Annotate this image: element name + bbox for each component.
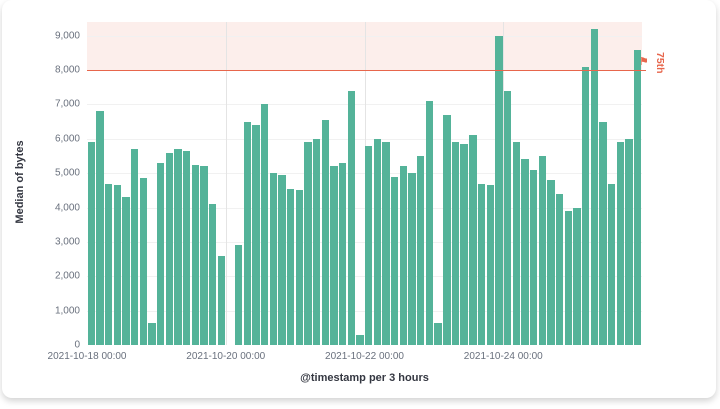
bar[interactable]	[209, 204, 217, 345]
bar[interactable]	[555, 193, 564, 345]
plot-area	[87, 22, 646, 345]
y-tick-label: 4,000	[54, 202, 80, 214]
bar[interactable]	[382, 142, 390, 345]
bar[interactable]	[477, 183, 486, 345]
bar[interactable]	[607, 183, 616, 345]
bar[interactable]	[616, 142, 624, 345]
threshold-line	[87, 70, 646, 72]
x-tick-label: 2021-10-20 00:00	[186, 351, 266, 362]
bar[interactable]	[130, 149, 139, 345]
bar[interactable]	[417, 156, 425, 345]
bar[interactable]	[217, 255, 226, 345]
bar[interactable]	[269, 173, 278, 345]
x-tick-label: 2021-10-24 00:00	[463, 351, 543, 362]
bar[interactable]	[547, 180, 555, 345]
y-tick-label: 8,000	[54, 64, 80, 76]
bar[interactable]	[365, 145, 373, 345]
bar[interactable]	[330, 166, 338, 345]
bar[interactable]	[469, 135, 477, 345]
y-tick-label: 9,000	[54, 30, 80, 42]
bar[interactable]	[313, 138, 321, 345]
bar[interactable]	[347, 90, 356, 345]
bar[interactable]	[373, 138, 382, 345]
threshold-flag-icon: ⚑	[639, 56, 649, 69]
bar[interactable]	[261, 104, 269, 345]
y-tick-label: 6,000	[54, 133, 80, 145]
bar[interactable]	[408, 173, 416, 345]
v-gridline	[503, 22, 505, 345]
bar[interactable]	[87, 142, 95, 345]
bar[interactable]	[573, 207, 581, 345]
v-gridline	[225, 22, 227, 345]
y-tick-label: 2,000	[54, 270, 80, 282]
bar[interactable]	[278, 174, 286, 345]
bar[interactable]	[139, 178, 147, 345]
bar[interactable]	[235, 245, 243, 345]
bar[interactable]	[503, 90, 512, 345]
bar[interactable]	[625, 138, 633, 345]
bar[interactable]	[287, 188, 295, 345]
bar[interactable]	[96, 111, 104, 345]
bar[interactable]	[512, 142, 520, 345]
bar[interactable]	[182, 150, 191, 345]
y-tick-label: 0	[74, 339, 80, 351]
chart-card: Median of bytes 0 1,000 2,000 3,000 4,000 5,0…	[2, 0, 716, 398]
bar[interactable]	[174, 149, 182, 345]
bar[interactable]	[191, 164, 200, 345]
bar[interactable]	[339, 162, 347, 345]
bar[interactable]	[321, 119, 330, 345]
bar[interactable]	[529, 169, 538, 345]
x-tick-label: 2021-10-22 00:00	[325, 351, 404, 362]
y-tick-label: 3,000	[54, 236, 80, 248]
bar[interactable]	[599, 121, 607, 345]
v-gridline	[364, 22, 366, 345]
x-axis-ticks: 2021-10-18 00:00 2021-10-20 00:00 2021-10-…	[48, 351, 642, 365]
bar[interactable]	[104, 183, 113, 345]
y-axis-ticks: 0 1,000 2,000 3,000 4,000 5,000 6,000 7,000 8,00…	[2, 22, 80, 350]
bar[interactable]	[399, 166, 408, 345]
bar[interactable]	[122, 197, 130, 345]
bar[interactable]	[243, 121, 252, 345]
bar[interactable]	[304, 142, 312, 345]
bar[interactable]	[495, 35, 503, 345]
bar[interactable]	[252, 125, 260, 345]
bar[interactable]	[633, 49, 642, 345]
bar[interactable]	[200, 166, 208, 345]
bar[interactable]	[391, 176, 399, 345]
bar[interactable]	[564, 211, 572, 345]
y-tick-label: 5,000	[54, 167, 80, 179]
bar[interactable]	[156, 162, 165, 345]
bar[interactable]	[148, 322, 156, 345]
bar[interactable]	[590, 28, 598, 345]
bar[interactable]	[538, 156, 546, 345]
y-tick-label: 1,000	[54, 305, 80, 317]
bar[interactable]	[113, 185, 121, 345]
bar[interactable]	[443, 114, 451, 345]
x-axis-title: @timestamp per 3 hours	[300, 372, 429, 384]
bar[interactable]	[434, 322, 442, 345]
bar[interactable]	[460, 143, 468, 345]
bar[interactable]	[521, 159, 529, 345]
bar[interactable]	[425, 101, 434, 345]
y-tick-label: 7,000	[54, 98, 80, 110]
bar[interactable]	[356, 334, 364, 345]
bar[interactable]	[486, 185, 494, 345]
bar[interactable]	[295, 190, 304, 345]
bar[interactable]	[165, 152, 173, 345]
threshold-label: 75th	[654, 52, 666, 74]
bar[interactable]	[581, 66, 590, 345]
bar[interactable]	[451, 142, 460, 345]
x-tick-label: 2021-10-18 00:00	[47, 351, 127, 362]
